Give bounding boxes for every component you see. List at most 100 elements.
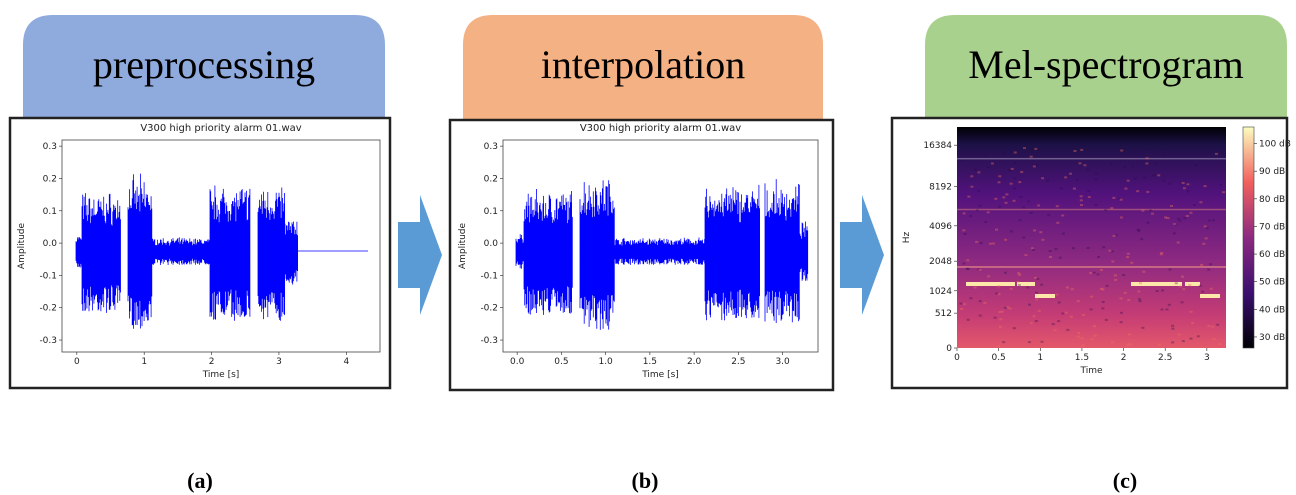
panel: preprocessing (a) V300 high priority alarm… [8,15,392,493]
noise [1178,219,1182,222]
noise [1145,157,1149,160]
y-tick-label: -0.2 [39,304,57,314]
noise [1023,147,1026,150]
noise [1092,271,1096,274]
noise [1033,229,1037,232]
noise [1137,290,1141,293]
noise [965,267,969,270]
noise [1070,288,1074,291]
noise [977,268,980,271]
noise [1101,301,1105,303]
noise [1172,232,1176,235]
noise [959,302,963,305]
noise [1096,273,1100,276]
noise [1222,191,1226,194]
noise [1046,179,1050,182]
noise [1126,252,1130,255]
noise [1094,204,1098,206]
x-tick-label: 2 [1121,353,1127,363]
noise [971,150,974,152]
noise [1036,277,1040,280]
noise [1029,211,1033,214]
colorbar-tick-label: 70 dB [1259,222,1285,232]
noise [1037,309,1041,312]
noise [977,190,980,193]
noise [1034,147,1038,150]
noise [1182,187,1186,190]
noise [1101,307,1105,310]
y-tick-label: 0.1 [484,207,498,217]
spectrogram [957,127,1226,348]
noise [1126,343,1130,346]
noise [1168,268,1172,271]
noise [1058,256,1062,259]
noise [966,318,970,321]
header-tab [23,15,385,130]
noise [1185,215,1189,217]
noise [1002,341,1006,344]
y-tick-label: 8192 [929,183,952,193]
noise [1101,288,1105,291]
noise [1083,164,1087,167]
noise [1039,231,1043,234]
noise [1032,315,1036,318]
spectral-line [957,266,1226,268]
noise [995,292,999,295]
noise [1094,178,1098,181]
noise [997,345,1001,348]
noise [1119,297,1123,300]
noise [1151,212,1154,215]
noise [1127,299,1131,301]
noise [1176,241,1180,244]
noise [1075,178,1079,181]
noise [1061,232,1065,235]
y-tick-label: -0.1 [480,271,498,281]
noise [1159,253,1163,256]
noise [1138,300,1142,303]
noise [1037,204,1041,207]
noise [1164,216,1168,219]
noise [1022,236,1026,239]
noise [1129,343,1133,346]
noise [1020,171,1024,173]
noise [1089,272,1093,274]
noise [1079,199,1083,202]
noise [1166,217,1170,220]
noise [1141,326,1145,329]
header-label: preprocessing [93,42,315,87]
noise [1203,185,1207,188]
noise [1214,152,1218,155]
noise [1003,271,1007,274]
noise [966,259,970,262]
noise [1008,307,1012,310]
noise [1078,162,1082,165]
noise [969,297,973,300]
noise [1171,341,1175,344]
noise [1151,174,1155,177]
noise [982,154,986,157]
noise [1157,343,1161,346]
noise [1013,161,1017,164]
noise [1079,195,1083,198]
noise [1160,252,1164,255]
noise [986,211,990,214]
noise [1207,219,1211,222]
noise [1099,287,1103,290]
noise [1207,268,1211,271]
noise [986,166,990,168]
noise [1212,219,1215,222]
noise [1139,282,1142,285]
noise [1155,290,1159,292]
noise [1114,234,1118,237]
arrow [398,195,442,315]
y-tick-label: 16384 [923,141,952,151]
noise [1072,247,1075,250]
noise [1035,164,1039,167]
noise [1087,196,1091,199]
noise [1049,256,1052,258]
noise [1002,196,1006,199]
noise [1057,301,1061,304]
colorbar-tick-label: 80 dB [1259,195,1285,205]
noise [1055,205,1059,208]
noise [1009,230,1013,233]
